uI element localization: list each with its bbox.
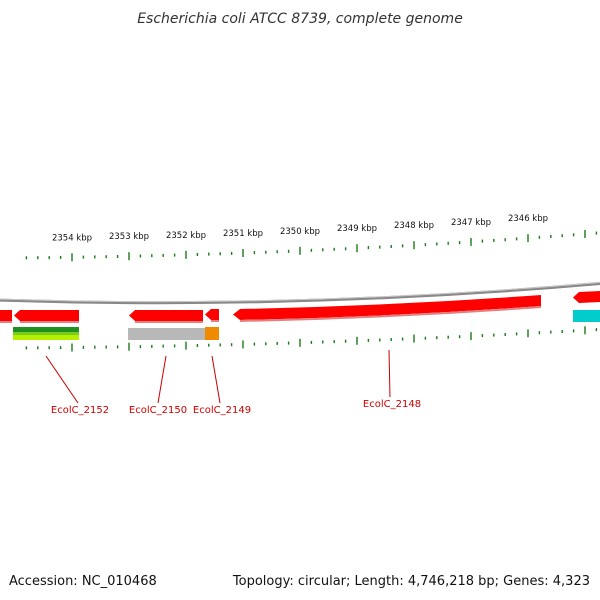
gene-callouts: EcolC_2152 EcolC_2150 EcolC_2149 EcolC_2… [45, 349, 421, 416]
gene-arrow-ecolc-2148[interactable] [233, 295, 541, 320]
cog-bar-ecolc-2152-dark [13, 327, 79, 332]
ruler-label: 2354 kbp [52, 233, 92, 243]
cog-bar-partial-right [573, 310, 600, 322]
gene-arrow-edge [211, 320, 219, 322]
gene-arrow-ecolc-2149[interactable] [205, 309, 219, 320]
callout-line-ecolc-2152 [45, 355, 79, 404]
ruler-label: 2350 kbp [280, 227, 320, 237]
cog-bar-ecolc-2152-light [13, 335, 79, 340]
callout-line-ecolc-2149 [211, 355, 221, 404]
ruler-upper [25, 230, 598, 262]
gene-arrow-edge [240, 306, 541, 322]
callout-line-ecolc-2148 [388, 349, 391, 398]
ruler-label: 2346 kbp [508, 214, 548, 224]
gene-label-ecolc-2150[interactable]: EcolC_2150 [129, 405, 187, 416]
cog-bar-ecolc-2150 [128, 328, 205, 340]
gene-track [0, 291, 600, 323]
ruler-label: 2348 kbp [394, 221, 434, 231]
gene-label-ecolc-2152[interactable]: EcolC_2152 [51, 405, 109, 416]
cog-track [13, 310, 600, 340]
topology-text: Topology: circular; Length: 4,746,218 bp… [232, 574, 590, 589]
accession-text: Accession: NC_010468 [9, 574, 157, 589]
ruler-lower [25, 326, 598, 352]
ruler-labels: 2354 kbp 2353 kbp 2352 kbp 2351 kbp 2350 kbp… [52, 214, 548, 243]
gene-arrow-edge [0, 321, 12, 323]
cog-bar-ecolc-2149 [205, 327, 219, 340]
ruler-label: 2349 kbp [337, 224, 377, 234]
ruler-label: 2353 kbp [109, 232, 149, 242]
gene-arrow-edge [135, 321, 203, 323]
sequence-backbone-highlight [0, 281, 600, 303]
sequence-backbone [0, 281, 600, 305]
gene-label-ecolc-2149[interactable]: EcolC_2149 [193, 405, 251, 416]
gene-arrow-partial-left[interactable] [0, 310, 12, 321]
gene-arrow-ecolc-2152[interactable] [14, 310, 79, 321]
ruler-label: 2347 kbp [451, 218, 491, 228]
gene-arrow-partial-right[interactable] [573, 291, 600, 303]
ruler-label: 2352 kbp [166, 231, 206, 241]
cog-bar-ecolc-2152-mid [13, 332, 79, 335]
gene-label-ecolc-2148[interactable]: EcolC_2148 [363, 399, 421, 410]
gene-arrow-edge [20, 321, 79, 323]
ruler-label: 2351 kbp [223, 229, 263, 239]
gene-arrow-ecolc-2150[interactable] [129, 310, 203, 321]
genome-title: Escherichia coli ATCC 8739, complete gen… [137, 11, 463, 27]
callout-line-ecolc-2150 [157, 355, 167, 404]
